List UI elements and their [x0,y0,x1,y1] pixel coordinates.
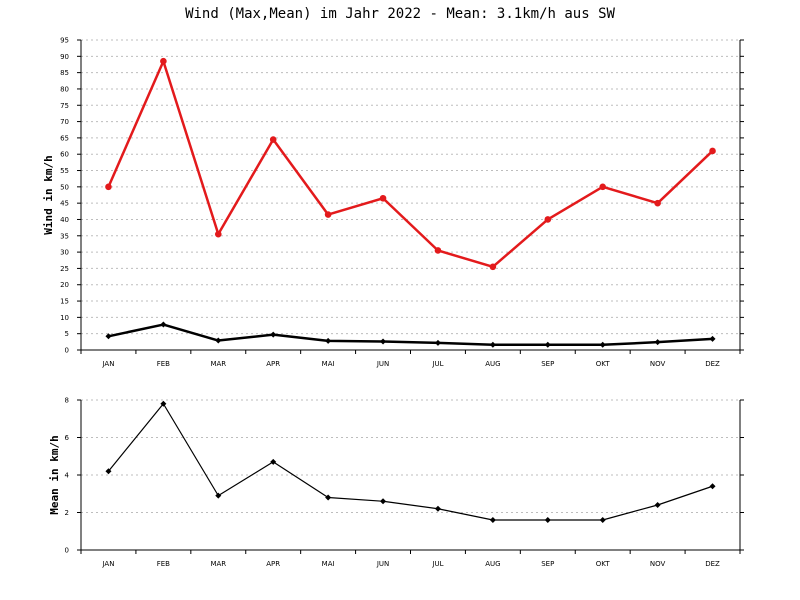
x-tick-label-jun: JUN [376,560,389,568]
data-point [544,517,551,523]
bottom-y-axis-label: Mean in km/h [48,435,61,514]
x-tick-label-sep: SEP [541,360,554,368]
y-tick-label: 75 [60,102,69,110]
series-line-0 [107,403,713,521]
x-tick-label-mar: MAR [210,560,226,568]
x-tick-label-feb: FEB [157,360,170,368]
x-tick-label-jul: JUL [431,360,443,368]
data-point [544,341,551,348]
top-y-axis-label: Wind in km/h [42,155,55,234]
y-tick-label: 0 [65,547,69,555]
x-tick-label-aug: AUG [485,360,500,368]
y-tick-label: 20 [60,281,69,289]
data-point [434,339,441,346]
x-tick-label-apr: APR [266,560,280,568]
data-point [489,263,497,271]
data-point [160,400,167,407]
y-tick-label: 35 [60,232,69,240]
data-point [380,498,387,505]
y-tick-label: 10 [60,314,69,322]
series-line-1 [108,323,713,347]
y-tick-label: 60 [60,151,69,159]
data-point [270,458,277,465]
x-tick-label-jan: JAN [101,560,114,568]
data-point [654,199,661,207]
chart-title: Wind (Max,Mean) im Jahr 2022 - Mean: 3.1… [185,6,615,22]
mean-panel: Mean in km/h 0 2 4 6 8 JAN FEB MAR APR MAI JUN JUL A… [48,397,744,568]
data-point [105,468,112,475]
x-tick-label-dez: DEZ [705,360,720,368]
data-point [709,483,716,490]
data-point [325,494,332,501]
x-tick-label-mai: MAI [322,560,335,568]
x-tick-label-dez: DEZ [705,560,720,568]
y-tick-label: 50 [60,183,69,191]
y-tick-label: 15 [60,298,69,306]
data-point [214,230,222,238]
data-point [105,333,112,340]
y-tick-label: 5 [65,330,69,338]
data-point [160,57,167,65]
data-point [489,341,496,348]
data-point [325,337,332,344]
data-point [160,321,167,328]
y-tick-label: 40 [60,216,69,224]
data-point [599,517,606,523]
x-tick-label-apr: APR [266,360,280,368]
x-tick-label-mar: MAR [210,360,226,368]
x-tick-label-nov: NOV [650,560,666,568]
data-point [215,337,222,344]
data-point [599,183,607,191]
y-tick-label: 65 [60,134,69,142]
data-point [380,338,387,345]
x-tick-label-okt: OKT [596,560,611,568]
x-tick-label-jul: JUL [431,560,443,568]
data-point [709,147,716,155]
y-tick-label: 4 [65,472,70,480]
x-tick-label-mai: MAI [322,360,335,368]
data-point [489,517,496,523]
y-tick-label: 70 [60,118,69,126]
data-point [269,136,277,143]
data-point [105,183,112,191]
x-tick-label-jan: JAN [101,360,114,368]
y-tick-label: 0 [65,347,69,355]
data-point [599,341,606,348]
x-tick-label-nov: NOV [650,360,666,368]
y-tick-label: 55 [60,167,69,175]
data-point [434,247,442,254]
y-tick-label: 25 [60,265,69,273]
data-point [215,492,222,499]
max-mean-panel: Wind in km/h 0 5 10 15 20 25 30 35 40 45 50 55 60 65 7… [42,37,744,368]
y-tick-label: 80 [60,85,69,93]
data-point [270,331,277,338]
x-tick-label-jun: JUN [376,360,389,368]
y-tick-label: 45 [60,200,69,208]
series-line-0 [107,59,714,269]
data-point [654,339,661,346]
data-point [654,502,661,508]
y-tick-label: 8 [65,397,69,405]
data-point [434,505,441,512]
data-point [324,211,332,218]
data-point [544,216,552,223]
data-point [379,194,387,202]
y-tick-label: 90 [60,53,69,61]
x-tick-label-aug: AUG [485,560,500,568]
x-tick-label-okt: OKT [596,360,611,368]
x-tick-label-sep: SEP [541,560,554,568]
y-tick-label: 2 [65,509,69,517]
data-point [709,335,716,342]
y-tick-label: 95 [60,37,69,45]
y-tick-label: 30 [60,249,69,257]
x-tick-label-feb: FEB [157,560,170,568]
y-tick-label: 6 [65,434,70,442]
y-tick-label: 85 [60,69,69,77]
